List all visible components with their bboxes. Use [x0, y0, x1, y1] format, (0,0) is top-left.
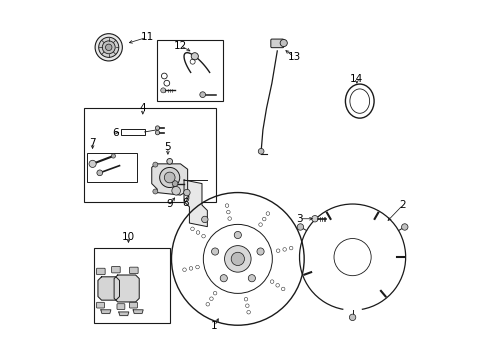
Circle shape: [401, 224, 408, 230]
Text: 2: 2: [399, 200, 406, 210]
FancyBboxPatch shape: [112, 266, 120, 273]
Circle shape: [105, 44, 112, 50]
Polygon shape: [119, 312, 129, 316]
Circle shape: [212, 248, 219, 255]
Text: 1: 1: [211, 321, 218, 331]
Bar: [87, 153, 137, 182]
Circle shape: [349, 314, 356, 320]
Circle shape: [201, 216, 208, 223]
Text: 4: 4: [140, 103, 146, 113]
FancyBboxPatch shape: [129, 302, 137, 308]
Text: 10: 10: [122, 232, 135, 242]
Circle shape: [160, 167, 180, 188]
Circle shape: [95, 34, 122, 61]
Circle shape: [97, 170, 102, 176]
Circle shape: [224, 246, 251, 272]
Bar: [84, 108, 216, 202]
Circle shape: [89, 160, 96, 167]
Circle shape: [153, 162, 158, 167]
Polygon shape: [152, 164, 188, 195]
Circle shape: [164, 172, 175, 183]
Text: 7: 7: [89, 139, 96, 148]
Text: 9: 9: [167, 199, 173, 210]
Circle shape: [280, 40, 287, 46]
Text: 13: 13: [288, 52, 301, 62]
Text: 12: 12: [174, 41, 187, 50]
Circle shape: [257, 248, 264, 255]
Circle shape: [297, 224, 304, 230]
Circle shape: [98, 37, 119, 57]
Text: 5: 5: [165, 141, 171, 152]
Text: 8: 8: [182, 198, 189, 208]
Circle shape: [248, 275, 255, 282]
Polygon shape: [114, 275, 139, 302]
FancyBboxPatch shape: [117, 304, 125, 310]
Text: 3: 3: [296, 214, 303, 224]
FancyBboxPatch shape: [129, 267, 138, 274]
Polygon shape: [133, 310, 143, 314]
Polygon shape: [101, 310, 111, 314]
Circle shape: [167, 158, 172, 164]
Circle shape: [184, 189, 190, 196]
Text: 11: 11: [141, 32, 154, 42]
Circle shape: [111, 154, 116, 158]
Circle shape: [161, 88, 166, 93]
Circle shape: [155, 131, 160, 135]
Bar: [95, 248, 170, 323]
Polygon shape: [184, 180, 207, 226]
Circle shape: [312, 216, 318, 222]
Circle shape: [191, 53, 198, 60]
Circle shape: [102, 41, 115, 54]
Circle shape: [234, 231, 242, 239]
Circle shape: [172, 181, 178, 186]
Circle shape: [200, 92, 205, 98]
Text: 6: 6: [113, 128, 119, 138]
Bar: [122, 129, 145, 135]
Circle shape: [153, 189, 158, 194]
Text: 14: 14: [350, 73, 364, 84]
Circle shape: [220, 275, 227, 282]
Circle shape: [231, 252, 245, 266]
FancyBboxPatch shape: [271, 39, 284, 48]
FancyBboxPatch shape: [97, 268, 105, 275]
Circle shape: [258, 148, 264, 154]
FancyBboxPatch shape: [97, 302, 104, 308]
Bar: [157, 40, 223, 101]
Circle shape: [172, 186, 180, 195]
Polygon shape: [98, 277, 120, 300]
Circle shape: [155, 126, 160, 130]
